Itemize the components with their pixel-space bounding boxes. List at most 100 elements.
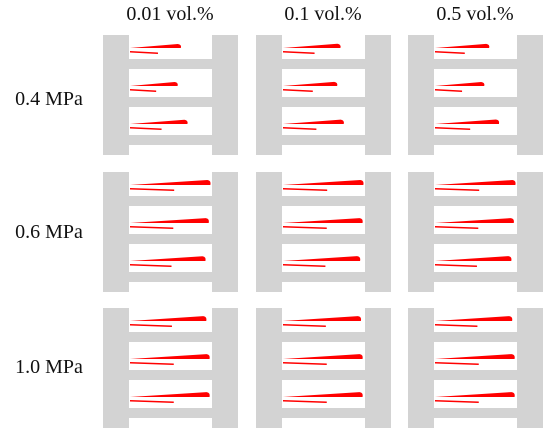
row-label-pressure-1: 0.4 MPa [15,88,83,110]
fluid-front [435,180,516,185]
channel-separator [434,59,517,69]
fluid-front [435,218,514,223]
panel-r2-c3 [408,172,543,292]
fluid-front [435,354,515,359]
left-wall [256,172,282,292]
channel-separator [434,370,517,380]
panel-r3-c3 [408,308,543,428]
fluid-front [435,316,513,321]
fluid-front [283,180,364,185]
channel-separator [129,234,212,244]
panel-r2-c1 [103,172,238,292]
fluid-trail [283,400,327,403]
column-label-concentration-2: 0.1 vol.% [284,3,362,25]
fluid-trail [283,226,327,229]
fluid-trail [283,324,326,327]
channel-separator [282,332,365,342]
channel-array [408,308,543,428]
channel-separator [129,196,212,206]
fluid-front [283,256,361,261]
fluid-trail [130,127,162,130]
fluid-trail [130,226,174,229]
panel-r3-c1 [103,308,238,428]
fluid-trail [283,127,317,130]
row-label-pressure-3: 1.0 MPa [15,356,83,378]
channel-separator [129,59,212,69]
row-label-pressure-2: 0.6 MPa [15,221,83,243]
channel-array [408,172,543,292]
channel-separator [434,97,517,107]
left-wall [103,35,129,155]
fluid-front [283,81,338,86]
fluid-trail [130,51,158,54]
fluid-front [130,218,209,223]
right-wall [365,172,391,292]
fluid-trail [130,400,174,403]
fluid-trail [283,188,328,191]
fluid-front [283,354,363,359]
channel-array [256,35,391,155]
fluid-front [130,82,178,86]
fluid-front [435,43,490,48]
channel-array [103,35,238,155]
fluid-trail [130,324,172,327]
fluid-front [130,256,206,261]
left-wall [103,308,129,428]
fluid-trail [130,362,174,365]
channel-separator [282,97,365,107]
fluid-trail [283,264,326,267]
left-wall [103,172,129,292]
channel-separator [129,97,212,107]
right-wall [212,308,238,428]
fluid-trail [435,51,465,54]
right-wall [517,308,543,428]
channel-separator [129,272,212,282]
right-wall [365,308,391,428]
channel-separator [282,135,365,145]
fluid-trail [130,89,157,92]
fluid-front [283,119,344,124]
column-label-concentration-3: 0.5 vol.% [436,3,514,25]
fluid-front [130,43,182,48]
right-wall [365,35,391,155]
fluid-front [283,392,363,397]
fluid-front [435,392,515,397]
fluid-trail [283,362,327,365]
fluid-trail [130,188,175,191]
channel-separator [434,272,517,282]
fluid-trail [130,264,172,267]
fluid-front [283,218,363,223]
channel-array [103,308,238,428]
fluid-front [130,316,207,321]
right-wall [517,172,543,292]
channel-array [256,172,391,292]
right-wall [212,172,238,292]
channel-separator [282,234,365,244]
panel-r1-c1 [103,35,238,155]
right-wall [517,35,543,155]
fluid-trail [435,127,471,130]
fluid-trail [435,188,480,191]
fluid-front [130,392,210,397]
channel-separator [282,408,365,418]
fluid-front [283,43,341,48]
channel-separator [129,135,212,145]
fluid-front [435,256,512,261]
fluid-trail [435,400,479,403]
fluid-front [130,354,210,359]
left-wall [256,308,282,428]
channel-separator [282,196,365,206]
panel-r3-c2 [256,308,391,428]
fluid-trail [435,324,478,327]
channel-array [408,35,543,155]
left-wall [256,35,282,155]
fluid-trail [283,89,313,92]
fluid-front [130,180,211,185]
panel-r2-c2 [256,172,391,292]
fluid-trail [435,89,463,92]
channel-separator [282,370,365,380]
left-wall [408,308,434,428]
channel-separator [129,332,212,342]
fluid-trail [435,362,479,365]
